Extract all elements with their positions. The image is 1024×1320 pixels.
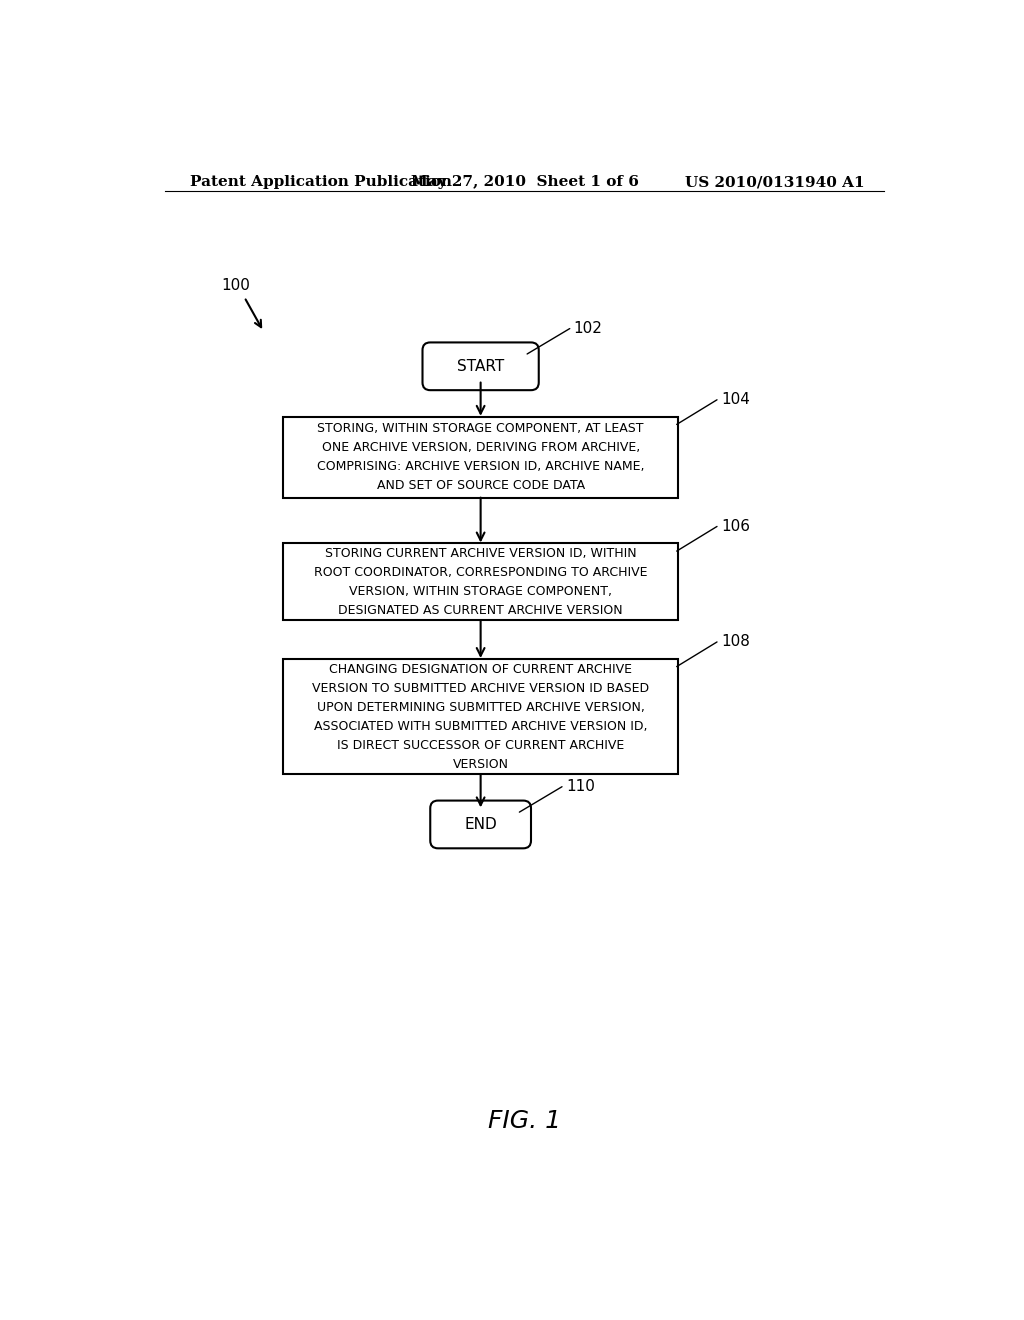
Text: STORING CURRENT ARCHIVE VERSION ID, WITHIN
ROOT COORDINATOR, CORRESPONDING TO AR: STORING CURRENT ARCHIVE VERSION ID, WITH… (314, 546, 647, 616)
Text: STORING, WITHIN STORAGE COMPONENT, AT LEAST
ONE ARCHIVE VERSION, DERIVING FROM A: STORING, WITHIN STORAGE COMPONENT, AT LE… (316, 422, 644, 492)
Text: 100: 100 (221, 279, 250, 293)
Text: FIG. 1: FIG. 1 (488, 1109, 561, 1133)
Text: CHANGING DESIGNATION OF CURRENT ARCHIVE
VERSION TO SUBMITTED ARCHIVE VERSION ID : CHANGING DESIGNATION OF CURRENT ARCHIVE … (312, 663, 649, 771)
FancyBboxPatch shape (283, 544, 678, 620)
Text: 108: 108 (721, 635, 750, 649)
Text: US 2010/0131940 A1: US 2010/0131940 A1 (685, 176, 864, 189)
FancyBboxPatch shape (430, 800, 531, 849)
Text: May 27, 2010  Sheet 1 of 6: May 27, 2010 Sheet 1 of 6 (411, 176, 639, 189)
Text: Patent Application Publication: Patent Application Publication (190, 176, 452, 189)
Text: 110: 110 (566, 779, 595, 795)
FancyBboxPatch shape (423, 342, 539, 391)
Text: 102: 102 (573, 321, 602, 337)
Text: START: START (457, 359, 504, 374)
Text: 106: 106 (721, 519, 750, 535)
Text: END: END (464, 817, 497, 832)
FancyBboxPatch shape (283, 659, 678, 775)
Text: 104: 104 (721, 392, 750, 408)
FancyBboxPatch shape (283, 417, 678, 498)
